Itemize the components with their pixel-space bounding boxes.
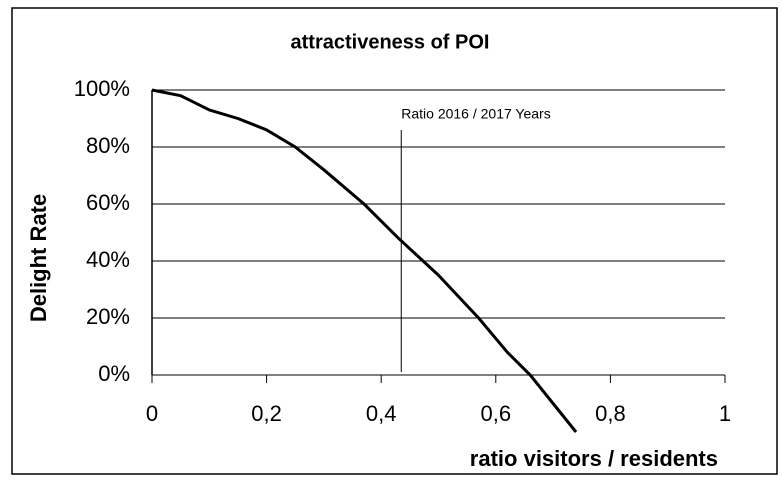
y-tick-label: 0% [98, 361, 130, 386]
x-tick-label: 0,4 [366, 401, 397, 426]
x-tick-label: 0 [146, 401, 158, 426]
x-tick-label: 0,6 [481, 401, 512, 426]
x-tick-label: 1 [719, 401, 731, 426]
x-tick-label: 0,8 [595, 401, 626, 426]
x-tick-label: 0,2 [251, 401, 282, 426]
y-tick-label: 100% [74, 76, 130, 101]
y-axis-label: Delight Rate [26, 194, 51, 322]
line [151, 88, 578, 433]
y-tick-label: 80% [86, 133, 130, 158]
frame [11, 7, 778, 475]
y-tick-label: 40% [86, 247, 130, 272]
x-axis-label: ratio visitors / residents [470, 446, 718, 471]
y-tick-label: 20% [86, 304, 130, 329]
annotation: Ratio 2016 / 2017 Years [401, 106, 550, 122]
chart-title: attractiveness of POI [291, 31, 490, 53]
y-tick-label: 60% [86, 190, 130, 215]
